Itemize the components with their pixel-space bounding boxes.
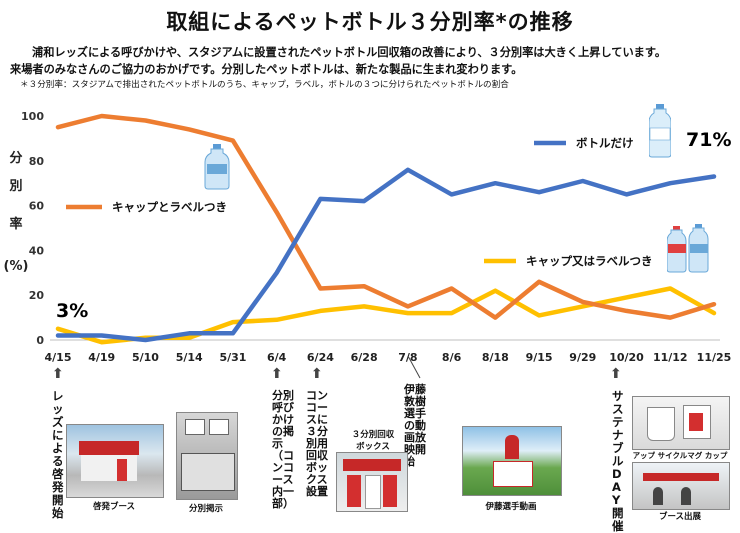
x-tick-label: 7/8 — [398, 351, 417, 364]
event-label-e1: レッズによる啓発開始 — [52, 389, 64, 520]
mug-photo — [632, 396, 730, 450]
x-tick-label: 11/25 — [697, 351, 732, 364]
x-tick-label: 6/4 — [267, 351, 287, 364]
caption-signage: 分別掲示 — [188, 504, 223, 514]
intro-line-2: 来場者のみなさんのご協力のおかげです。分別したペットボトルは、新たな製品に生まれ… — [10, 63, 523, 76]
footnote: ＊３分別率：スタジアムで排出されたペットボトルのうち、キャップ，ラベル，ボトルの… — [20, 80, 509, 90]
event-arrow-icon: ⬆ — [52, 366, 64, 382]
x-tick-label: 10/20 — [609, 351, 644, 364]
x-tick-labels: 4/15 4/19 5/10 5/14 5/31 6/4 6/24 6/28 7/8 8/6 8/1… — [45, 351, 732, 364]
series-line-1 — [55, 113, 717, 320]
y-tick-label: 40 — [29, 244, 45, 257]
event-arrow-icon: ⬆ — [271, 366, 283, 382]
legend-label-1: キャップとラベルつき — [112, 200, 227, 214]
series-line-0 — [55, 167, 717, 343]
signage-photo — [176, 412, 238, 500]
y-tick-labels: 0 20 40 60 80 100 — [21, 110, 44, 347]
x-tick-label: 6/28 — [351, 351, 378, 364]
y-axis-label-char: (%) — [4, 259, 29, 274]
y-tick-label: 20 — [29, 289, 45, 302]
y-axis-label-char: 別 — [8, 179, 22, 194]
end-value-label: 71% — [686, 129, 731, 151]
y-tick-label: 0 — [36, 334, 44, 347]
intro-line-1: 浦和レッズによる呼びかけや、スタジアムに設置されたペットボトル回収箱の改善により… — [32, 46, 667, 59]
x-tick-label: 8/6 — [442, 351, 462, 364]
event-arrow-icon: ⬆ — [311, 366, 323, 382]
legend-label-0: ボトルだけ — [576, 136, 634, 150]
y-tick-label: 100 — [21, 110, 44, 123]
caption-mug: アップ サイクルマグ カップ — [632, 451, 728, 460]
y-axis-label: 分別率 (%) — [4, 150, 29, 274]
x-tick-label: 5/14 — [176, 351, 203, 364]
x-tick-label: 5/10 — [132, 351, 159, 364]
event-label-e2: 分別呼びかけの掲示（コンコース内一部） — [272, 389, 294, 510]
x-tick-label: 4/19 — [88, 351, 115, 364]
event-label-e3: コンコースに３分別用回収ボックス設置 — [306, 389, 328, 498]
caption-box: ３分別回収 ボックス — [351, 430, 395, 452]
leader-line — [407, 355, 421, 379]
booth-photo — [66, 424, 164, 498]
water-bottle-icon — [204, 144, 230, 190]
caption-booth: 啓発ブース — [92, 502, 136, 512]
series-lines — [55, 113, 717, 345]
x-tick-label: 4/15 — [45, 351, 72, 364]
x-tick-label: 5/31 — [219, 351, 246, 364]
water-bottle-icon — [649, 104, 671, 158]
start-value-label: 3% — [56, 300, 88, 322]
x-tick-label: 8/18 — [482, 351, 509, 364]
y-tick-label: 60 — [29, 200, 45, 213]
x-tick-label: 9/29 — [569, 351, 596, 364]
x-tick-label: 11/12 — [653, 351, 688, 364]
page-title: 取組によるペットボトル３分別率*の推移 — [166, 10, 574, 34]
event-arrow-icon: ⬆ — [610, 366, 622, 382]
event-label-e5: サステナブルDAY開催 — [612, 389, 624, 533]
y-axis-label-char: 率 — [9, 216, 22, 232]
x-tick-label: 9/15 — [526, 351, 553, 364]
y-axis-label-char: 分 — [9, 150, 22, 166]
collection-box-photo — [336, 452, 408, 512]
water-bottle-icon — [667, 224, 709, 273]
caption-video: 伊藤選手動画 — [485, 502, 537, 512]
x-tick-label: 6/24 — [307, 351, 334, 364]
event-label-e4: 伊藤敦樹選手の動画放映開始 — [404, 383, 426, 468]
video-photo — [462, 426, 562, 496]
y-tick-label: 80 — [29, 155, 45, 168]
legend-label-2: キャップ又はラベルつき — [526, 254, 653, 268]
booth-exhibit-photo — [632, 462, 730, 510]
caption-booth-exhibit: ブース出展 — [658, 512, 702, 522]
